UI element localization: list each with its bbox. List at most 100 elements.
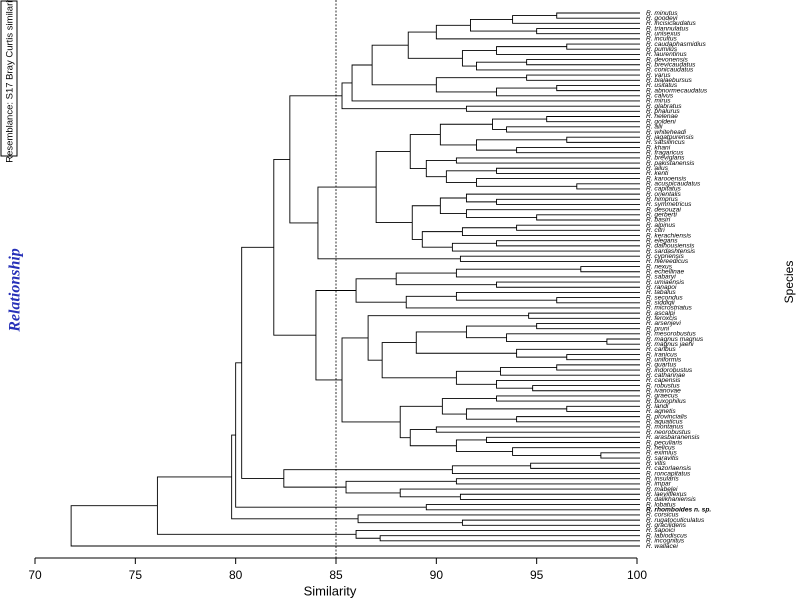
y-axis-title: Species — [782, 261, 796, 304]
leaf-label: R. caribus — [646, 346, 676, 353]
leaf-label: R. unisexus — [646, 30, 681, 37]
leaf-label: R. echellinae — [646, 268, 684, 275]
dendrogram-link — [492, 118, 547, 130]
leaf-label: R. acuspicaudatus — [646, 181, 701, 188]
dendrogram-link — [231, 434, 359, 520]
leaf-label: R. alii — [646, 124, 663, 131]
leaf-label: R. rhomboides n. sp. — [646, 507, 711, 514]
dendrogram-link — [476, 139, 567, 151]
dendrogram-link — [465, 105, 640, 112]
dendrogram-link — [500, 367, 640, 376]
dendrogram-link — [405, 295, 640, 309]
leaf-label: R. magnus magnus — [646, 336, 704, 343]
leaf-label: R. arasbaranensis — [646, 434, 700, 441]
dendrogram-link — [455, 157, 640, 164]
leaf-label: R. mabelei — [646, 486, 678, 493]
dendrogram-link — [516, 348, 640, 358]
leaf-label: R. aquaticus — [646, 419, 683, 426]
leaf-label: R. catharinae — [646, 372, 686, 379]
leaf-label: R. pumilus — [646, 46, 678, 53]
leaf-label: R. karooensis — [646, 175, 687, 182]
dendrogram-link — [435, 77, 527, 93]
dendrogram-link — [411, 205, 441, 240]
dendrogram-link — [465, 325, 537, 339]
leaf-label: R. microstriatus — [646, 305, 692, 312]
chart-title: Relationship — [7, 248, 24, 333]
leaf-label: R. capensis — [646, 377, 681, 384]
leaf-label: R. gerberti — [646, 212, 677, 219]
dendrogram-link — [241, 246, 284, 479]
dendrogram-link — [566, 354, 640, 361]
dendrogram-link — [528, 312, 640, 319]
leaf-label: R. sabaryi — [646, 274, 676, 281]
leaf-label: R. cazorlaensis — [646, 465, 692, 472]
dendrogram-link — [315, 290, 357, 381]
dendrogram-link — [496, 395, 640, 402]
leaf-label: R. phalurus — [646, 108, 680, 115]
dendrogram-link — [600, 452, 640, 459]
leaf-label: R. labiodiscus — [646, 532, 688, 539]
dendrogram-link — [273, 158, 316, 336]
x-tick-label: 80 — [229, 568, 243, 582]
leaf-label: R. basiri — [646, 217, 671, 224]
leaf-label: R. hiereedicus — [646, 258, 689, 265]
leaf-label: R. pakistanensis — [646, 160, 695, 167]
leaf-label: R. symmetricus — [646, 201, 692, 208]
leaf-label: R. peculiaris — [646, 439, 683, 446]
dendrogram-link — [451, 242, 640, 252]
dendrogram-link — [459, 255, 640, 262]
leaf-label: R. nexus — [646, 263, 673, 270]
dendrogram-link — [461, 50, 497, 67]
dendrogram-link — [435, 426, 640, 433]
dendrogram-link — [435, 24, 640, 40]
leaf-label: R. ailus — [646, 165, 669, 172]
dendrogram-link — [496, 87, 640, 97]
dendrogram-link — [496, 240, 640, 247]
leaf-label: R. elegans — [646, 237, 678, 244]
leaf-label: R. eximius — [646, 450, 677, 457]
leaf-label: R. neorobustus — [646, 429, 691, 436]
dendrogram-link — [379, 535, 640, 542]
dendrogram-link — [506, 333, 640, 343]
dendrogram-link — [556, 297, 640, 304]
leaf-label: R. kenti — [646, 170, 669, 177]
dendrogram-link — [536, 323, 640, 330]
dendrogram-link — [516, 416, 640, 423]
leaf-label: R. sapoici — [646, 527, 675, 534]
dendrogram-link — [536, 28, 640, 35]
leaf-label: R. glabratus — [646, 103, 682, 110]
dendrogram-link — [455, 370, 501, 385]
dendrogram-link — [341, 82, 467, 110]
dendrogram-link — [566, 136, 640, 143]
leaf-label: R. helicus — [646, 444, 676, 451]
dendrogram-link — [556, 12, 640, 19]
leaf-label: R. dalikhaniensis — [646, 496, 697, 503]
dendrogram-link — [532, 385, 640, 392]
dendrogram-link — [576, 183, 640, 190]
leaf-label: R. uniformis — [646, 356, 682, 363]
leaf-label: R. lobatus — [646, 501, 676, 508]
leaf-label: R. caudaphasmidius — [646, 41, 706, 48]
dendrogram-link — [566, 405, 640, 412]
leaf-label: R. roncapitatus — [646, 470, 691, 477]
leaf-label: R. devonensis — [646, 56, 688, 63]
leaf-label: R. himprus — [646, 196, 679, 203]
dendrogram-link — [395, 272, 497, 286]
leaf-label: R. satsilincus — [646, 139, 686, 146]
leaf-label: R. gracilidens — [646, 522, 687, 529]
leaf-label: R. capitatus — [646, 186, 682, 193]
dendrogram-link — [606, 338, 640, 345]
leaf-label: R. conicaudatus — [646, 67, 694, 74]
x-tick-label: 75 — [129, 568, 143, 582]
dendrogram-link — [341, 337, 401, 423]
dendrogram-link — [455, 439, 513, 453]
dendrogram-link — [461, 519, 640, 526]
dendrogram-link — [439, 197, 467, 214]
leaf-label: R. bialaebursus — [646, 77, 693, 84]
dendrogram-link — [409, 134, 441, 170]
dendrogram-link — [439, 123, 493, 146]
leaf-label: R. jagatpurensis — [646, 134, 694, 141]
leaf-label: R. calvus — [646, 93, 674, 100]
leaf-label: R. impar — [646, 481, 672, 488]
dendrogram-link — [355, 530, 640, 539]
